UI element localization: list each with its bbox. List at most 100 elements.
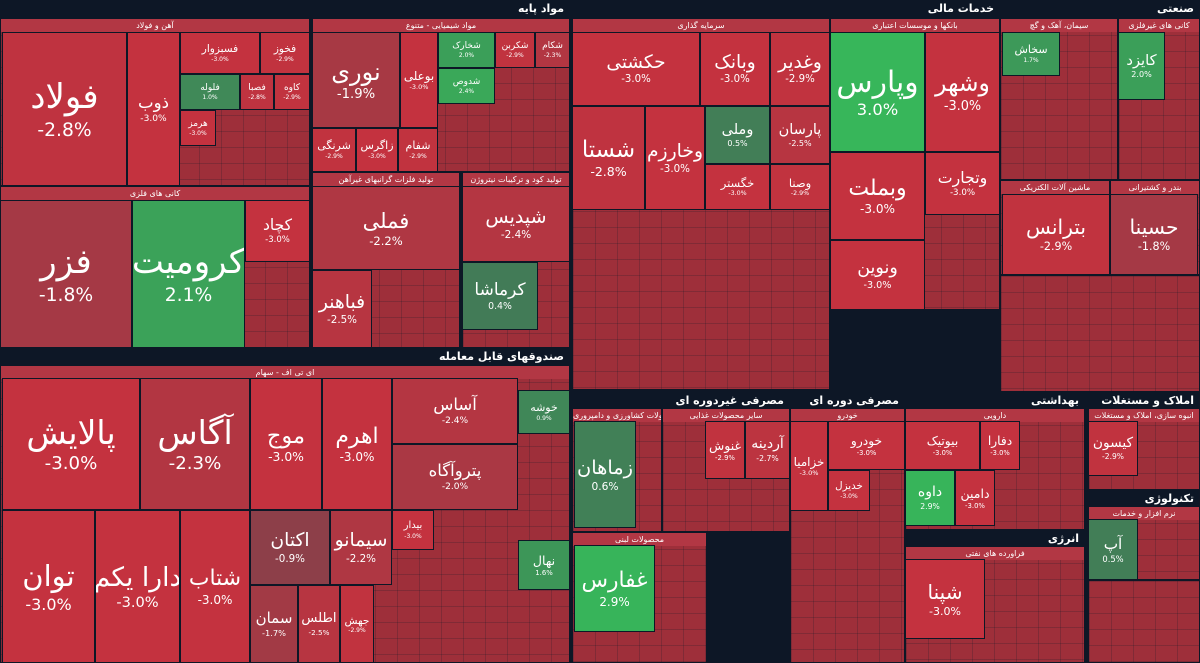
tile: شتاب -3.0% xyxy=(180,510,250,663)
tile-name: فصبا xyxy=(248,82,266,93)
tile-name: ونوین xyxy=(857,258,898,279)
tile: وبانک -3.0% xyxy=(700,32,770,106)
group-title: بهداشتی xyxy=(905,392,1085,408)
tile: دامین -3.0% xyxy=(955,470,995,526)
tile-name: وملی xyxy=(721,121,754,138)
tile-change: -2.4% xyxy=(500,229,532,242)
tile: کایزد 2.0% xyxy=(1118,32,1165,100)
tile-change: -2.5% xyxy=(327,314,357,327)
tile: آساس -2.4% xyxy=(392,378,518,444)
tile-name: جهش xyxy=(344,613,370,627)
tile-name: نوری xyxy=(331,57,381,86)
tile-name: داوه xyxy=(917,484,943,501)
sector-title: محصولات کشاورزی و دامپروری xyxy=(573,409,661,422)
sector-title: نرم افزار و خدمات xyxy=(1089,507,1199,520)
tile: شکربن -2.9% xyxy=(495,32,535,68)
tile: حسینا -1.8% xyxy=(1110,194,1198,275)
tile-change: -3.0% xyxy=(211,55,229,63)
tile-name: خزامیا xyxy=(793,454,825,469)
tile: زماهان 0.6% xyxy=(574,421,636,528)
tile-name: بیوتیک xyxy=(926,433,959,448)
tile-name: زماهان xyxy=(577,455,633,479)
tile: ذوب -3.0% xyxy=(127,32,180,186)
tile-change: -2.9% xyxy=(1102,452,1124,462)
tile-name: بوعلی xyxy=(403,68,435,83)
tile-change: -3.0% xyxy=(189,129,207,137)
tile: آپ 0.5% xyxy=(1088,519,1138,580)
tile: وملی 0.5% xyxy=(705,106,770,164)
tile: فسبزوار -3.0% xyxy=(180,32,260,74)
tile: هرمز -3.0% xyxy=(180,110,216,146)
tile: شپنا -3.0% xyxy=(905,559,985,639)
group-title: مصرفی غیردوره ای xyxy=(572,392,790,408)
tile: سیمانو -2.2% xyxy=(330,510,392,585)
tile: حکشتی -3.0% xyxy=(572,32,700,106)
tile-name: سخاش xyxy=(1014,43,1048,57)
tile-change: -3.0% xyxy=(265,235,290,246)
group-title: انرژی xyxy=(905,530,1085,546)
tile-name: خوشه xyxy=(530,401,558,415)
tile-name: اهرم xyxy=(335,423,379,449)
tile-change: 0.5% xyxy=(1102,553,1124,564)
tile-name: پالایش xyxy=(26,413,116,453)
group-title: مواد پایه xyxy=(0,0,570,18)
tile: خوشه 0.9% xyxy=(518,390,570,434)
sector-title: فراورده های نفتی xyxy=(906,547,1084,560)
tile: غنوش -2.9% xyxy=(705,421,745,479)
tile-change: -2.9% xyxy=(409,153,427,161)
tile-name: شتاب xyxy=(188,566,242,592)
tile-name: فباهنر xyxy=(318,291,366,313)
tile-name: بیدار xyxy=(403,520,423,531)
tile-change: -1.8% xyxy=(38,284,94,306)
tile-change: -3.0% xyxy=(943,98,982,114)
tile: وبملت -3.0% xyxy=(830,152,925,240)
tile: وصنا -2.9% xyxy=(770,164,830,210)
sector-title: بندر و کشتیرانی xyxy=(1111,181,1199,194)
tile-change: -3.0% xyxy=(621,74,651,86)
tile: سخاش 1.7% xyxy=(1002,32,1060,76)
tile: فولاد -2.8% xyxy=(2,32,127,186)
tile: وغدیر -2.9% xyxy=(770,32,830,106)
tile-change: -3.0% xyxy=(339,450,375,465)
tile-name: وبملت xyxy=(848,175,907,201)
tile: کرومیت 2.1% xyxy=(132,200,245,348)
tile-change: 0.6% xyxy=(591,479,619,493)
tile-name: کایزد xyxy=(1126,51,1157,69)
group-title: تکنولوژی xyxy=(1088,490,1200,506)
tile: وشهر -3.0% xyxy=(925,32,1000,152)
tile-change: -1.7% xyxy=(262,628,286,639)
sector-title: انبوه سازی، املاک و مستغلات xyxy=(1089,409,1199,422)
tile-name: شپنا xyxy=(927,579,963,604)
tile-change: -2.9% xyxy=(325,153,343,161)
tile-change: 1.0% xyxy=(202,93,218,101)
tile-change: -2.2% xyxy=(369,233,403,248)
sector-title: ماشین آلات الکتریکی xyxy=(1001,181,1109,194)
tile-name: غنوش xyxy=(708,437,742,453)
tile-name: توان xyxy=(22,559,75,594)
tile-change: -2.9% xyxy=(785,74,815,86)
tile-change: -3.0% xyxy=(929,604,961,618)
tile-change: -2.9% xyxy=(790,190,810,198)
tile-name: شپدیس xyxy=(485,205,547,228)
tile: دفارا -3.0% xyxy=(980,421,1020,470)
tile-change: 0.5% xyxy=(727,139,748,149)
tile: شفام -2.9% xyxy=(398,128,438,172)
tile-change: -2.9% xyxy=(283,93,301,101)
tile-name: فزر xyxy=(40,242,92,283)
tile-change: 2.0% xyxy=(1131,70,1152,80)
tile: زاگرس -3.0% xyxy=(356,128,398,172)
tile: اکتان -0.9% xyxy=(250,510,330,585)
tile: خزامیا -3.0% xyxy=(790,421,828,511)
tile-change: -3.0% xyxy=(859,202,896,217)
tile-name: وپارس xyxy=(836,64,919,100)
tile: غفارس 2.9% xyxy=(574,545,655,632)
tile-change: -3.0% xyxy=(368,153,386,161)
tile-change: -2.5% xyxy=(308,627,330,637)
tile-change: -3.0% xyxy=(720,74,750,86)
tile: نوری -1.9% xyxy=(312,32,400,128)
tile-name: هرمز xyxy=(188,118,208,129)
tile-change: -2.9% xyxy=(276,55,294,63)
tile: شستا -2.8% xyxy=(572,106,645,210)
tile-change: -2.3% xyxy=(168,453,222,475)
